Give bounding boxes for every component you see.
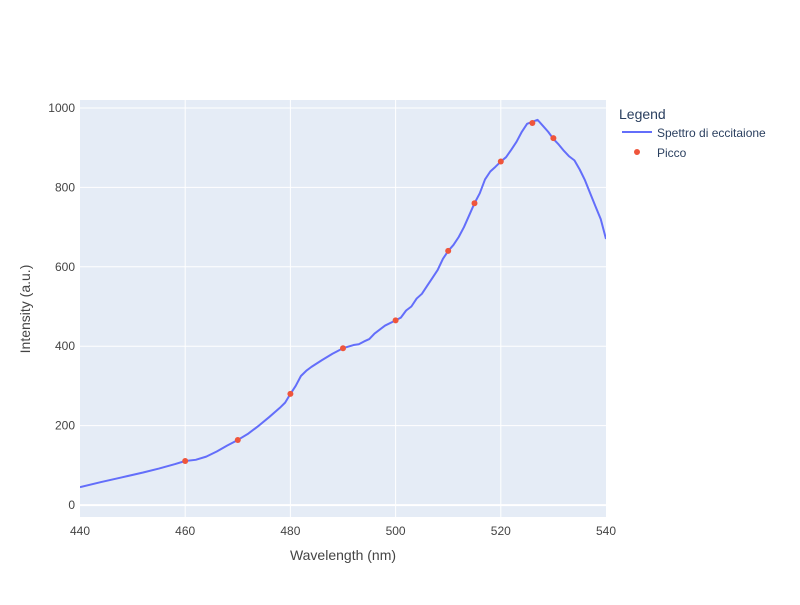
y-tick-label: 1000 bbox=[48, 101, 75, 115]
data-point[interactable] bbox=[471, 200, 478, 207]
y-axis-title: Intensity (a.u.) bbox=[17, 265, 33, 354]
grid bbox=[80, 100, 606, 517]
data-point[interactable] bbox=[392, 317, 399, 324]
tick-labels: 440 460 480 500 520 540 0 200 400 600 800 1000 bbox=[48, 101, 616, 538]
data-point[interactable] bbox=[550, 135, 557, 142]
legend-item-line[interactable]: Spettro di eccitaione bbox=[622, 126, 766, 140]
x-tick-label: 480 bbox=[280, 524, 300, 538]
x-tick-label: 540 bbox=[596, 524, 616, 538]
plot-background bbox=[80, 100, 606, 517]
legend-item-markers[interactable]: Picco bbox=[634, 146, 687, 160]
y-tick-label: 0 bbox=[68, 498, 75, 512]
y-tick-label: 400 bbox=[55, 339, 75, 353]
y-tick-label: 200 bbox=[55, 419, 75, 433]
series-layer bbox=[80, 118, 606, 489]
data-point[interactable] bbox=[287, 390, 294, 397]
legend[interactable]: Legend Spettro di eccitaione Picco bbox=[619, 106, 766, 160]
legend-label-markers: Picco bbox=[657, 146, 687, 160]
legend-label-line: Spettro di eccitaione bbox=[657, 126, 766, 140]
data-point[interactable] bbox=[340, 345, 346, 352]
legend-marker-swatch bbox=[634, 149, 640, 155]
data-point[interactable] bbox=[529, 120, 536, 127]
y-tick-label: 800 bbox=[55, 180, 75, 194]
data-point[interactable] bbox=[234, 436, 241, 443]
x-tick-label: 440 bbox=[70, 524, 90, 538]
x-tick-label: 460 bbox=[175, 524, 195, 538]
legend-title: Legend bbox=[619, 106, 666, 122]
data-point[interactable] bbox=[445, 247, 452, 254]
series-line bbox=[80, 118, 606, 489]
x-tick-label: 500 bbox=[386, 524, 406, 538]
data-point[interactable] bbox=[497, 158, 504, 165]
x-tick-label: 520 bbox=[491, 524, 511, 538]
data-point[interactable] bbox=[182, 458, 189, 465]
y-tick-label: 600 bbox=[55, 260, 75, 274]
x-axis-title: Wavelength (nm) bbox=[290, 547, 396, 563]
